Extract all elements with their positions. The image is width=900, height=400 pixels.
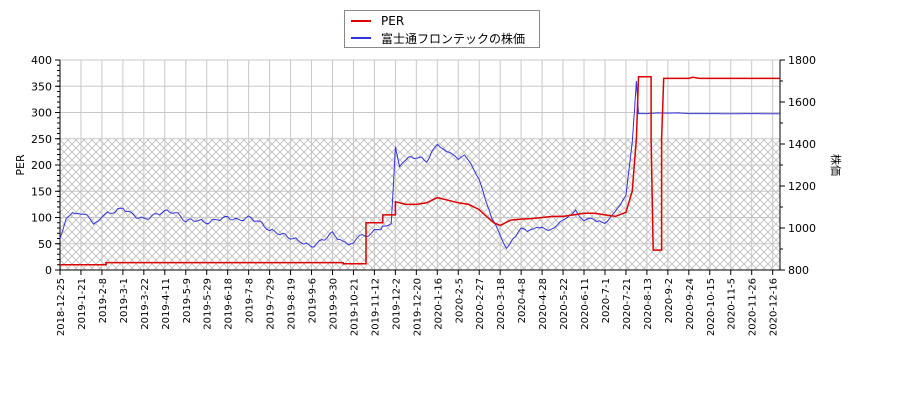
x-tick-label: 2020-2-27 xyxy=(475,278,486,330)
x-tick-label: 2018-12-25 xyxy=(56,278,67,336)
x-tick-label: 2020-2-5 xyxy=(454,278,465,323)
legend-item-per: PER xyxy=(351,13,404,29)
right-axis-title: 株価 xyxy=(829,154,843,176)
legend-item-price: 富士通フロンテックの株価 xyxy=(351,30,525,46)
x-tick-label: 2020-7-21 xyxy=(622,278,633,330)
x-tick-label: 2019-8-19 xyxy=(287,278,298,330)
x-tick-label: 2019-2-8 xyxy=(98,278,109,323)
x-tick-label: 2020-4-28 xyxy=(538,278,549,330)
x-tick-label: 2019-9-6 xyxy=(308,278,319,323)
x-tick-label: 2020-11-5 xyxy=(727,278,738,330)
left-axis-title: PER xyxy=(14,154,27,176)
x-tick-label: 2019-5-29 xyxy=(203,278,214,330)
legend-swatch-blue xyxy=(351,37,371,39)
legend-swatch-red xyxy=(351,20,371,22)
price-series-line xyxy=(59,80,781,250)
grid-lines xyxy=(59,59,780,271)
x-tick-label: 2020-9-24 xyxy=(685,278,696,330)
left-tick-label: 400 xyxy=(31,54,52,67)
x-tick-label: 2019-3-1 xyxy=(119,278,130,323)
left-tick-label: 250 xyxy=(31,133,52,146)
x-tick-label: 2019-1-21 xyxy=(77,278,88,330)
x-tick-label: 2019-4-11 xyxy=(161,278,172,330)
right-tick-label: 1600 xyxy=(788,96,816,109)
x-tick-label: 2019-12-2 xyxy=(391,278,402,330)
left-tick-label: 200 xyxy=(31,159,52,172)
axes: 0 50 100 150 200 250 300 350 400 800 1000 1200 1400 1… xyxy=(31,54,816,336)
x-tick-label: 2019-6-18 xyxy=(224,278,235,330)
right-tick-label: 1000 xyxy=(788,222,816,235)
x-tick-label: 2020-5-22 xyxy=(559,278,570,330)
x-tick-label: 2019-11-12 xyxy=(370,278,381,336)
x-tick-label: 2019-5-9 xyxy=(182,278,193,323)
x-tick-label: 2020-7-1 xyxy=(601,278,612,323)
left-tick-label: 300 xyxy=(31,107,52,120)
x-tick-label: 2019-9-30 xyxy=(328,278,339,330)
x-tick-label: 2020-12-16 xyxy=(769,278,780,336)
x-tick-label: 2020-9-2 xyxy=(664,278,675,323)
x-tick-label: 2020-3-18 xyxy=(496,278,507,330)
left-tick-label: 50 xyxy=(38,238,52,251)
x-tick-label: 2019-3-22 xyxy=(140,278,151,330)
x-tick-label: 2020-8-13 xyxy=(643,278,654,330)
legend-label: PER xyxy=(381,14,405,28)
x-tick-label: 2019-7-8 xyxy=(245,278,256,323)
x-tick-label: 2020-10-15 xyxy=(706,278,717,336)
x-tick-label: 2019-10-21 xyxy=(349,278,360,336)
legend-label: 富士通フロンテックの株価 xyxy=(381,31,526,46)
x-tick-label: 2019-12-20 xyxy=(412,278,423,336)
right-tick-label: 1800 xyxy=(788,54,816,67)
x-tick-label: 2020-11-26 xyxy=(748,278,759,336)
x-tick-label: 2020-4-8 xyxy=(517,278,528,323)
left-tick-label: 0 xyxy=(45,264,52,277)
legend: PER 富士通フロンテックの株価 xyxy=(344,10,540,48)
left-tick-label: 350 xyxy=(31,80,52,93)
per-series-line xyxy=(60,76,780,266)
x-tick-label: 2019-7-29 xyxy=(266,278,277,330)
left-tick-label: 150 xyxy=(31,185,52,198)
right-tick-label: 1200 xyxy=(788,180,816,193)
left-tick-label: 100 xyxy=(31,212,52,225)
right-tick-label: 1400 xyxy=(788,138,816,151)
right-tick-label: 800 xyxy=(788,264,809,277)
series-layer xyxy=(59,76,781,266)
x-tick-label: 2020-1-16 xyxy=(433,278,444,330)
x-tick-label: 2020-6-11 xyxy=(580,278,591,330)
